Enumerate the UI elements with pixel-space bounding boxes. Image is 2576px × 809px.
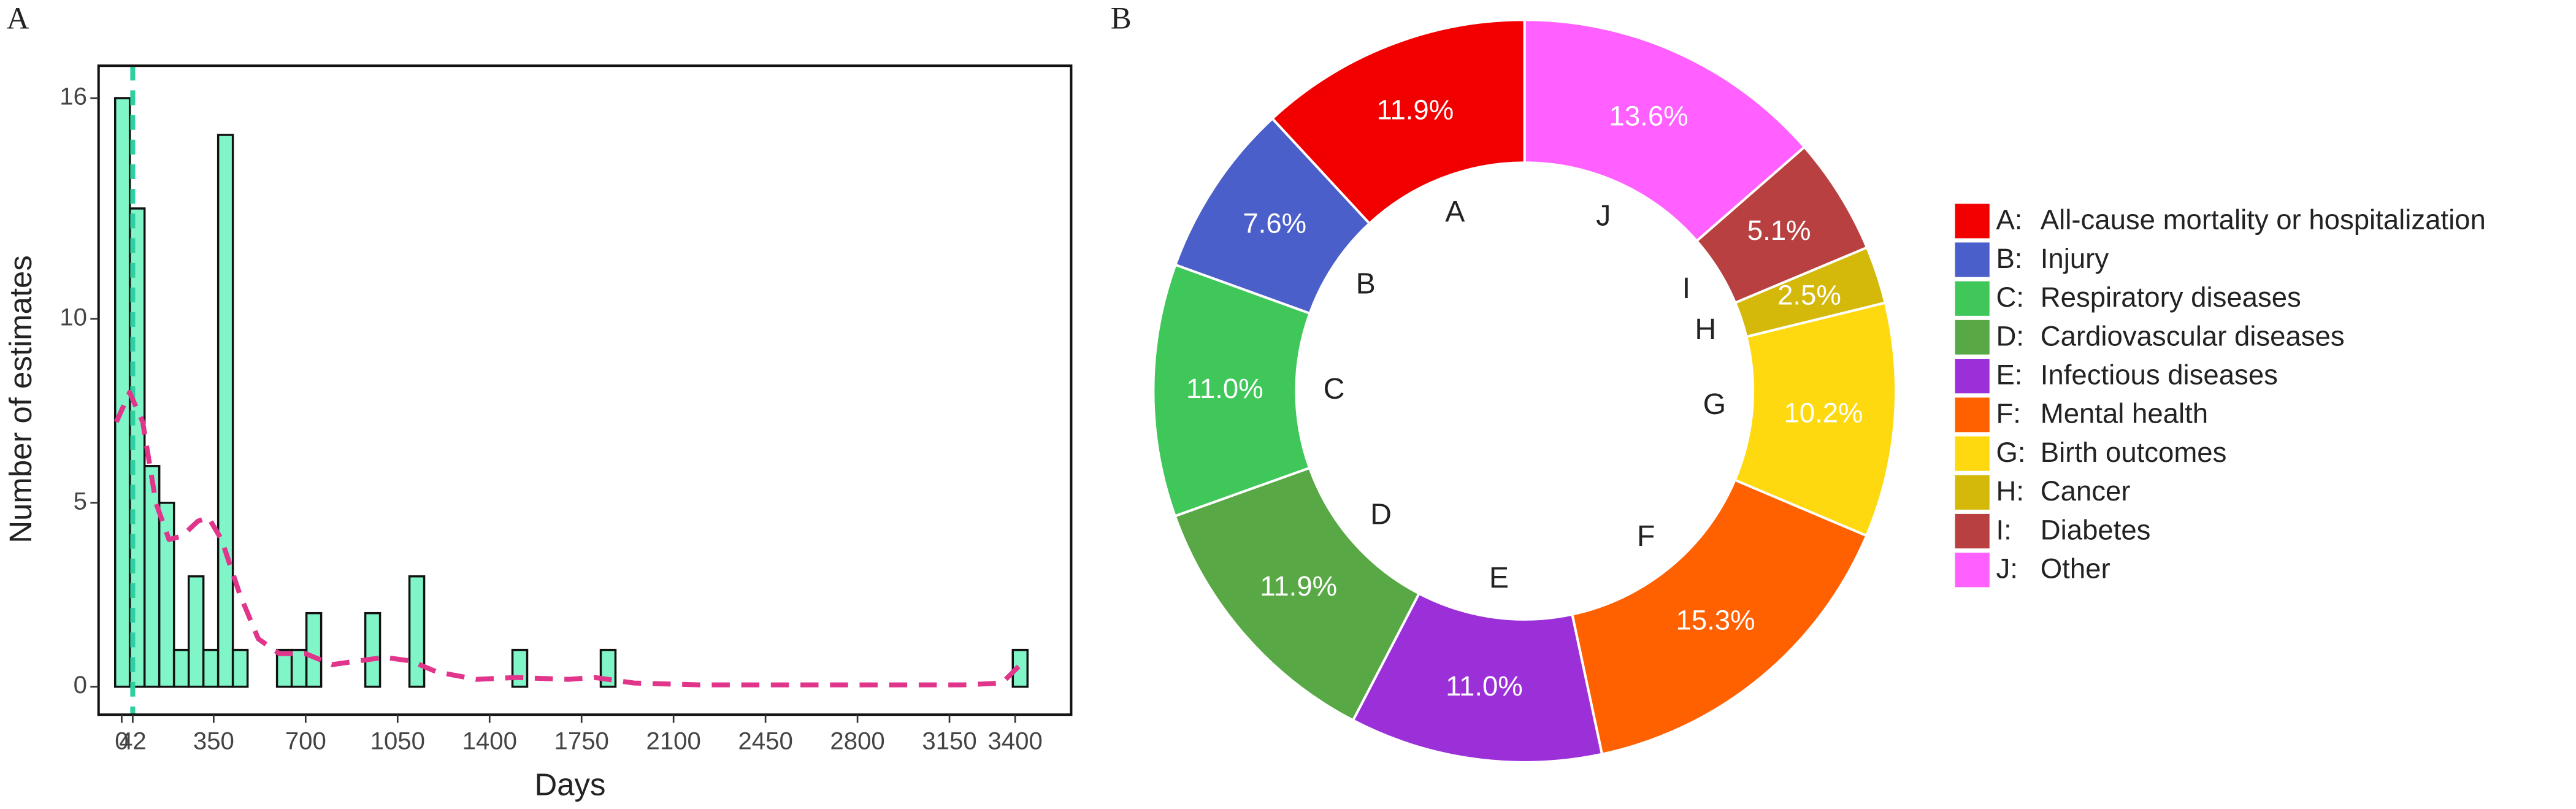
panel-label: B bbox=[1111, 2, 1132, 36]
legend-label: Mental health bbox=[2041, 398, 2208, 429]
slice-letter: B bbox=[1356, 267, 1376, 301]
slice-label: 2.5% bbox=[1777, 279, 1841, 310]
slice-letter: F bbox=[1637, 520, 1655, 553]
y-tick-label: 5 bbox=[74, 487, 87, 515]
legend-key: D: bbox=[1996, 320, 2024, 351]
panel-label: A bbox=[7, 2, 29, 36]
slice-letter: E bbox=[1489, 561, 1509, 594]
slice-letter: C bbox=[1324, 372, 1345, 405]
legend-key: J: bbox=[1996, 553, 2017, 585]
legend-label: Birth outcomes bbox=[2041, 437, 2227, 468]
legend-label: Cardiovascular diseases bbox=[2041, 320, 2345, 351]
bar bbox=[187, 575, 205, 688]
slice bbox=[1571, 478, 1868, 756]
legend-key: A: bbox=[1996, 204, 2022, 236]
slice-label: 5.1% bbox=[1747, 215, 1811, 246]
slice bbox=[1173, 466, 1421, 723]
slice-label: 11.0% bbox=[1186, 373, 1263, 404]
legend-label: Respiratory diseases bbox=[2041, 282, 2301, 313]
bar bbox=[158, 501, 175, 688]
density-curve bbox=[114, 389, 1022, 688]
legend-key: G: bbox=[1996, 437, 2025, 468]
legend-swatch bbox=[1955, 242, 1990, 277]
slice-label: 11.0% bbox=[1446, 670, 1523, 702]
slice-label: 11.9% bbox=[1377, 94, 1454, 125]
slice-letter: J bbox=[1596, 199, 1611, 232]
legend-swatch bbox=[1955, 359, 1990, 394]
slice bbox=[1270, 18, 1526, 226]
y-axis-title: Number of estimates bbox=[3, 255, 38, 543]
legend-swatch bbox=[1955, 281, 1990, 316]
legend-swatch bbox=[1955, 513, 1990, 549]
slice bbox=[1523, 18, 1806, 243]
x-tick-label: 0 bbox=[115, 727, 128, 754]
plot-frame bbox=[97, 64, 1073, 716]
slice-letter: D bbox=[1370, 497, 1392, 531]
x-tick-label: 1750 bbox=[554, 727, 609, 754]
bar bbox=[217, 134, 234, 688]
y-tick-label: 16 bbox=[59, 83, 87, 110]
x-tick-label: 3400 bbox=[987, 727, 1042, 754]
bar bbox=[364, 612, 381, 688]
bar bbox=[172, 648, 190, 688]
legend-label: Cancer bbox=[2041, 475, 2131, 507]
legend-label: All-cause mortality or hospitalization bbox=[2041, 204, 2486, 236]
slice-letter: G bbox=[1703, 388, 1727, 421]
legend-swatch bbox=[1955, 436, 1990, 471]
bar bbox=[408, 575, 426, 688]
bar bbox=[231, 648, 249, 688]
legend-swatch bbox=[1955, 397, 1990, 432]
bar bbox=[511, 648, 529, 688]
legend-swatch bbox=[1955, 475, 1990, 510]
x-axis-title: Days bbox=[535, 767, 606, 802]
slice-letter: I bbox=[1682, 272, 1690, 305]
x-tick-label: 2800 bbox=[830, 727, 884, 754]
legend-swatch bbox=[1955, 553, 1990, 588]
bar bbox=[305, 612, 323, 688]
x-tick-label: 2450 bbox=[738, 727, 792, 754]
x-tick-label: 2100 bbox=[646, 727, 701, 754]
slice-label: 7.6% bbox=[1243, 207, 1306, 239]
x-tick-label: 1400 bbox=[462, 727, 517, 754]
legend-label: Diabetes bbox=[2041, 514, 2151, 545]
x-tick-label: 1050 bbox=[370, 727, 425, 754]
slice-label: 10.2% bbox=[1784, 397, 1863, 429]
legend-key: I: bbox=[1996, 514, 2011, 545]
legend-key: H: bbox=[1996, 475, 2024, 507]
slice-label: 11.9% bbox=[1260, 570, 1337, 602]
x-tick-label: 42 bbox=[119, 727, 147, 754]
legend-label: Injury bbox=[2041, 243, 2109, 274]
slice-letter: A bbox=[1445, 195, 1465, 228]
legend-key: F: bbox=[1996, 398, 2020, 429]
bar bbox=[143, 465, 161, 688]
legend-key: B: bbox=[1996, 243, 2022, 274]
slice-label: 15.3% bbox=[1676, 604, 1755, 635]
x-tick-label: 700 bbox=[285, 727, 326, 754]
legend-label: Other bbox=[2041, 553, 2110, 585]
y-tick-label: 10 bbox=[59, 303, 87, 331]
slice bbox=[1351, 592, 1604, 764]
bar bbox=[202, 648, 220, 688]
y-tick-label: 0 bbox=[74, 671, 87, 699]
legend-swatch bbox=[1955, 320, 1990, 355]
slice-label: 13.6% bbox=[1609, 101, 1689, 132]
slice-letter: H bbox=[1695, 313, 1716, 346]
legend-key: C: bbox=[1996, 282, 2024, 313]
legend-key: E: bbox=[1996, 359, 2022, 391]
x-tick-label: 350 bbox=[193, 727, 234, 754]
slice bbox=[1152, 263, 1312, 518]
x-tick-label: 3150 bbox=[922, 727, 976, 754]
legend-label: Infectious diseases bbox=[2041, 359, 2278, 391]
legend-swatch bbox=[1955, 204, 1990, 239]
